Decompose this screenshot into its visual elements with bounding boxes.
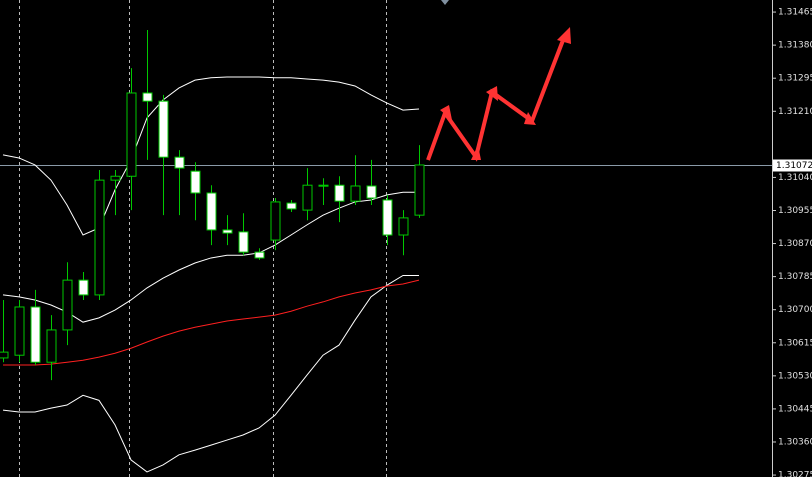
candle-body [414, 164, 425, 216]
forecast-path [426, 34, 567, 162]
y-tick-label: 1.30870 [778, 239, 812, 249]
arrow-head [471, 145, 481, 160]
candle-body [286, 202, 297, 210]
candle-body [254, 251, 265, 259]
y-tick-label: 1.31210 [778, 107, 812, 117]
y-tick-label: 1.30445 [778, 404, 812, 414]
candle-body [238, 231, 249, 253]
y-tick-label: 1.30360 [778, 437, 812, 447]
y-tick-label: 1.30955 [778, 206, 812, 216]
candle-body [350, 185, 361, 202]
candle-body [62, 279, 73, 331]
shift-marker [441, 0, 449, 5]
indicator-line [2, 76, 420, 236]
arrow-head [440, 105, 452, 120]
candle-body [30, 306, 41, 363]
arrow-head [486, 86, 498, 101]
current-price-box [773, 159, 812, 172]
candle-body [174, 156, 185, 169]
candle-body [94, 179, 105, 296]
indicator-line [2, 274, 419, 473]
y-tick-label: 1.30615 [778, 338, 812, 348]
candle-body [398, 217, 409, 236]
y-tick-label: 1.30530 [778, 371, 812, 381]
candle-body [382, 199, 393, 236]
y-tick-label: 1.31465 [778, 8, 812, 18]
candle-body [110, 175, 121, 181]
candle-body [158, 100, 169, 158]
forecast-arrows [426, 27, 571, 162]
y-tick-label: 1.31295 [778, 74, 812, 84]
y-tick-label: 1.30785 [778, 272, 812, 282]
candle-body [14, 306, 25, 356]
candle-body [222, 229, 233, 234]
y-tick-label: 1.31380 [778, 41, 812, 51]
y-tick-label: 1.31040 [778, 173, 812, 183]
candle-body [126, 92, 137, 177]
candle-body [366, 185, 377, 199]
arrow-head [524, 112, 536, 125]
current-price-label: 1.31072 [776, 161, 812, 171]
candle-body [190, 170, 201, 194]
plot-area [0, 29, 772, 473]
y-tick-label: 1.30275 [778, 471, 812, 477]
candle-body [46, 329, 57, 363]
candle-body [142, 92, 153, 102]
period-separators [19, 0, 387, 477]
candle-body [270, 201, 281, 241]
y-tick-label: 1.30700 [778, 305, 812, 315]
arrow-head [557, 27, 571, 44]
candle-body [0, 351, 9, 359]
candle-body [334, 184, 345, 202]
indicator-line [3, 279, 420, 366]
candle-body [206, 192, 217, 231]
candle-body [318, 184, 329, 187]
candle-body [302, 184, 313, 211]
candle-body [78, 279, 89, 296]
